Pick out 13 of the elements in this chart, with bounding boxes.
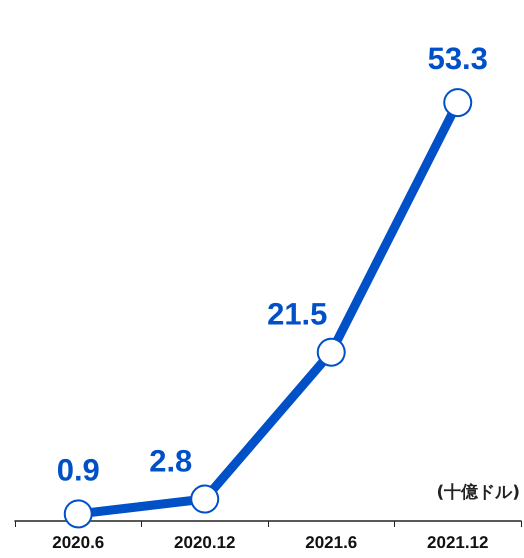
y-axis-title: (十億ドル) xyxy=(436,482,520,502)
x-tick-label: 2021.12 xyxy=(427,533,488,552)
point xyxy=(64,499,93,528)
data-label: 53.3 xyxy=(428,41,488,76)
point xyxy=(190,484,220,514)
data-label: 21.5 xyxy=(267,296,328,332)
x-tick-label: 2021.6 xyxy=(305,533,358,552)
point xyxy=(443,88,472,118)
data-label: 0.9 xyxy=(56,452,100,488)
point xyxy=(316,338,346,367)
x-tick-label: 2020.12 xyxy=(174,533,236,552)
x-tick-label: 2020.6 xyxy=(52,533,104,552)
data-label: 2.8 xyxy=(149,444,192,479)
